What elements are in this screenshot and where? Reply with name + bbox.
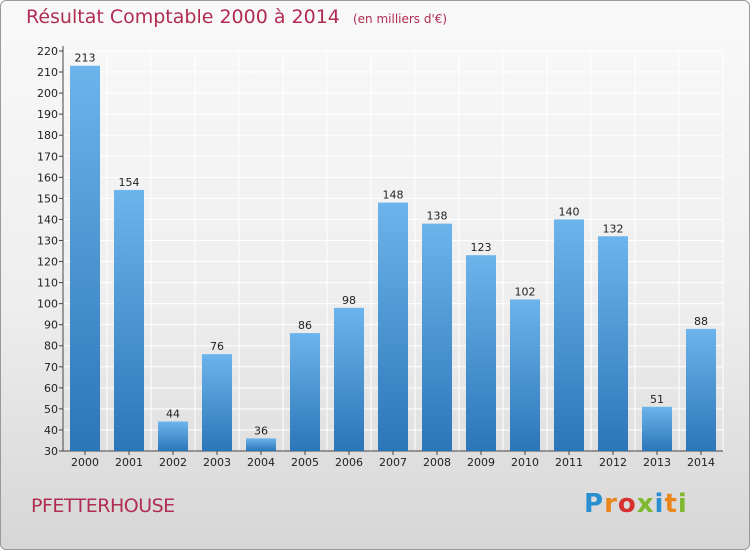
axes: 30 40 50 60 70 80 90 100 110 120 130 140 150 160 170 18…	[37, 45, 723, 469]
y-tick-label: 200	[37, 87, 58, 100]
logo-letter: r	[604, 489, 618, 519]
x-tick-label: 2011	[555, 456, 583, 469]
data-label: 86	[298, 319, 312, 332]
logo-letter: i	[677, 489, 688, 519]
data-label: 44	[166, 408, 180, 421]
x-tick-label: 2004	[247, 456, 275, 469]
x-tick-label: 2013	[643, 456, 671, 469]
data-label: 98	[342, 294, 356, 307]
bar	[466, 255, 496, 451]
y-tick-label: 120	[37, 256, 58, 269]
data-label: 88	[694, 315, 708, 328]
x-tick-label: 2012	[599, 456, 627, 469]
data-labels: 213 154 44 76 36 86 98 148 138 123 102 140 132 51 88	[75, 52, 709, 438]
logo-letter: o	[617, 489, 637, 519]
logo-letter: t	[664, 489, 678, 519]
bar	[510, 299, 540, 451]
data-label: 51	[650, 393, 664, 406]
y-tick-label: 50	[44, 403, 58, 416]
x-tick-label: 2002	[159, 456, 187, 469]
y-tick-label: 30	[44, 445, 58, 458]
x-tick-label: 2005	[291, 456, 319, 469]
data-label: 213	[75, 52, 96, 65]
bar	[290, 333, 320, 451]
bar	[114, 189, 144, 451]
bar	[642, 406, 672, 451]
y-tick-label: 220	[37, 45, 58, 58]
bar	[158, 421, 188, 451]
bar	[422, 223, 452, 451]
x-tick-label: 2000	[71, 456, 99, 469]
data-label: 138	[427, 210, 448, 223]
bar	[246, 438, 276, 451]
bars	[70, 65, 716, 451]
bar-chart: 30 40 50 60 70 80 90 100 110 120 130 140 150 160 170 18…	[37, 45, 724, 469]
chart-title: Résultat Comptable 2000 à 2014	[26, 6, 340, 28]
bar	[334, 307, 364, 451]
y-tick-label: 60	[44, 382, 58, 395]
chart-subtitle: (en milliers d'€)	[352, 12, 448, 26]
y-tick-label: 110	[37, 277, 58, 290]
x-tick-label: 2006	[335, 456, 363, 469]
y-tick-label: 40	[44, 424, 58, 437]
bar	[202, 354, 232, 451]
logo-letter: i	[654, 489, 665, 519]
data-label: 36	[254, 424, 268, 437]
x-tick-label: 2010	[511, 456, 539, 469]
x-tick-label: 2014	[687, 456, 715, 469]
data-label: 102	[515, 285, 536, 298]
y-tick-label: 130	[37, 234, 58, 247]
proxiti-logo[interactable]: Proxiti	[584, 489, 688, 519]
data-label: 154	[119, 176, 140, 189]
data-label: 132	[603, 222, 624, 235]
data-label: 140	[559, 205, 580, 218]
y-tick-label: 170	[37, 150, 58, 163]
y-tick-label: 70	[44, 361, 58, 374]
bar	[686, 328, 716, 451]
x-tick-label: 2007	[379, 456, 407, 469]
y-tick-label: 190	[37, 108, 58, 121]
y-tick-label: 180	[37, 129, 58, 142]
bar	[70, 65, 100, 451]
logo-letter: P	[584, 489, 605, 519]
y-tick-label: 80	[44, 340, 58, 353]
y-tick-label: 210	[37, 66, 58, 79]
x-tick-label: 2001	[115, 456, 143, 469]
x-tick-label: 2009	[467, 456, 495, 469]
chart-header: Résultat Comptable 2000 à 2014 (en milli…	[26, 6, 447, 28]
data-label: 148	[383, 189, 404, 202]
data-label: 76	[210, 340, 224, 353]
y-tick-label: 150	[37, 192, 58, 205]
x-tick-label: 2008	[423, 456, 451, 469]
logo-letter: x	[636, 489, 655, 519]
y-tick-label: 160	[37, 171, 58, 184]
bar	[554, 219, 584, 451]
data-label: 123	[471, 241, 492, 254]
bar	[598, 236, 628, 451]
x-tick-label: 2003	[203, 456, 231, 469]
bar	[378, 202, 408, 451]
commune-name: PFETTERHOUSE	[31, 495, 175, 517]
y-tick-label: 140	[37, 213, 58, 226]
y-tick-label: 100	[37, 298, 58, 311]
y-tick-label: 90	[44, 319, 58, 332]
